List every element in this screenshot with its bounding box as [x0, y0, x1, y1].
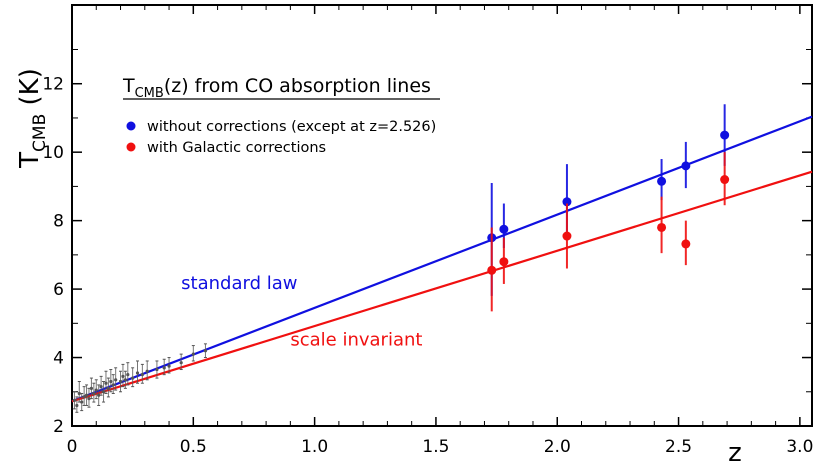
- data-point-s1-3: [657, 222, 667, 232]
- data-point-s2-26: [155, 367, 159, 372]
- data-point-s2-31: [203, 349, 208, 353]
- x-tick-label-0: 0: [67, 437, 78, 457]
- data-point-s1-0: [487, 265, 497, 275]
- data-point-s2-15: [109, 379, 113, 384]
- y-tick-label-1: 4: [53, 349, 64, 369]
- annotation-scale-invariant: scale invariant: [290, 330, 422, 351]
- data-point-s2-19: [121, 374, 125, 378]
- legend-title: TCMB(z) from CO absorption lines: [122, 75, 431, 101]
- y-axis-ticks: 2 4 6 8 10 12: [42, 48, 812, 437]
- y-axis-label-sub: CMB: [30, 114, 50, 152]
- data-point-s2-28: [167, 364, 171, 368]
- y-axis-label-unit: (K): [15, 68, 45, 114]
- x-tick-label-6: 3.0: [786, 437, 813, 457]
- y-tick-label-3: 8: [53, 212, 64, 232]
- data-point-s2-17: [114, 378, 118, 382]
- model-line-1: [71, 170, 813, 403]
- x-axis-label: z: [728, 438, 742, 463]
- model-line-0: [71, 115, 813, 403]
- data-point-s2-27: [162, 366, 166, 370]
- annotation-standard-law: standard law: [181, 273, 297, 294]
- legend: TCMB(z) from CO absorption lines without…: [122, 75, 440, 156]
- data-point-s2-14: [106, 386, 110, 390]
- plot-frame: [71, 4, 813, 427]
- data-point-s2-3: [80, 400, 84, 404]
- data-point-s2-24: [140, 373, 144, 377]
- data-point-s0-2: [562, 197, 572, 207]
- data-point-s1-1: [499, 257, 509, 267]
- x-axis-ticks: 0 0.5 1.0 1.5 2.0 2.5 3.0: [67, 5, 813, 457]
- y-tick-label-2: 6: [53, 280, 64, 300]
- data-point-s2-9: [94, 388, 98, 392]
- data-point-s2-30: [191, 352, 195, 356]
- legend-entry-red: with Galactic corrections: [147, 140, 326, 156]
- data-point-s2-13: [104, 381, 108, 385]
- x-tick-label-1: 0.5: [180, 437, 207, 457]
- y-tick-label-0: 2: [53, 417, 64, 437]
- data-point-s2-7: [89, 386, 94, 390]
- legend-title-main: T: [122, 75, 135, 97]
- data-point-s2-6: [87, 397, 91, 401]
- legend-marker-blue: [126, 121, 136, 131]
- legend-title-rest: (z) from CO absorption lines: [164, 75, 431, 97]
- x-tick-label-3: 1.5: [422, 437, 449, 457]
- data-point-s0-5: [720, 130, 730, 140]
- legend-marker-red: [126, 142, 136, 152]
- data-point-s1-2: [562, 231, 572, 241]
- data-point-s2-1: [75, 403, 79, 408]
- data-point-s2-10: [97, 393, 101, 397]
- data-point-s1-4: [681, 239, 691, 249]
- data-point-s2-12: [101, 390, 106, 394]
- data-point-s0-4: [681, 161, 691, 171]
- data-point-s2-23: [135, 371, 140, 375]
- data-point-s2-4: [82, 395, 86, 399]
- legend-title-sub: CMB: [135, 86, 164, 101]
- data-points: [72, 104, 730, 413]
- data-point-s0-3: [657, 176, 667, 186]
- data-point-s2-29: [179, 361, 183, 365]
- data-point-s2-8: [92, 391, 96, 396]
- legend-entry-blue: without corrections (except at z=2.526): [147, 119, 436, 135]
- model-lines: [71, 115, 813, 403]
- data-point-s2-20: [123, 378, 127, 382]
- data-point-s2-22: [131, 376, 135, 380]
- data-point-s1-5: [720, 175, 730, 185]
- data-point-s2-16: [111, 383, 115, 387]
- data-point-s2-25: [145, 369, 149, 373]
- data-point-s0-1: [499, 224, 509, 234]
- x-tick-label-5: 2.5: [665, 437, 692, 457]
- y-tick-label-4: 10: [42, 143, 64, 163]
- data-point-s2-5: [84, 393, 89, 397]
- data-point-s2-11: [99, 385, 103, 389]
- y-axis-label-main: T: [15, 152, 45, 169]
- x-tick-label-2: 1.0: [301, 437, 328, 457]
- y-axis-label: TCMB (K): [15, 68, 50, 169]
- y-tick-label-5: 12: [42, 75, 64, 95]
- data-point-s2-0: [72, 398, 77, 402]
- x-tick-label-4: 2.0: [544, 437, 571, 457]
- data-point-s2-21: [126, 373, 130, 377]
- data-point-s2-18: [118, 379, 123, 384]
- data-point-s2-2: [77, 391, 81, 396]
